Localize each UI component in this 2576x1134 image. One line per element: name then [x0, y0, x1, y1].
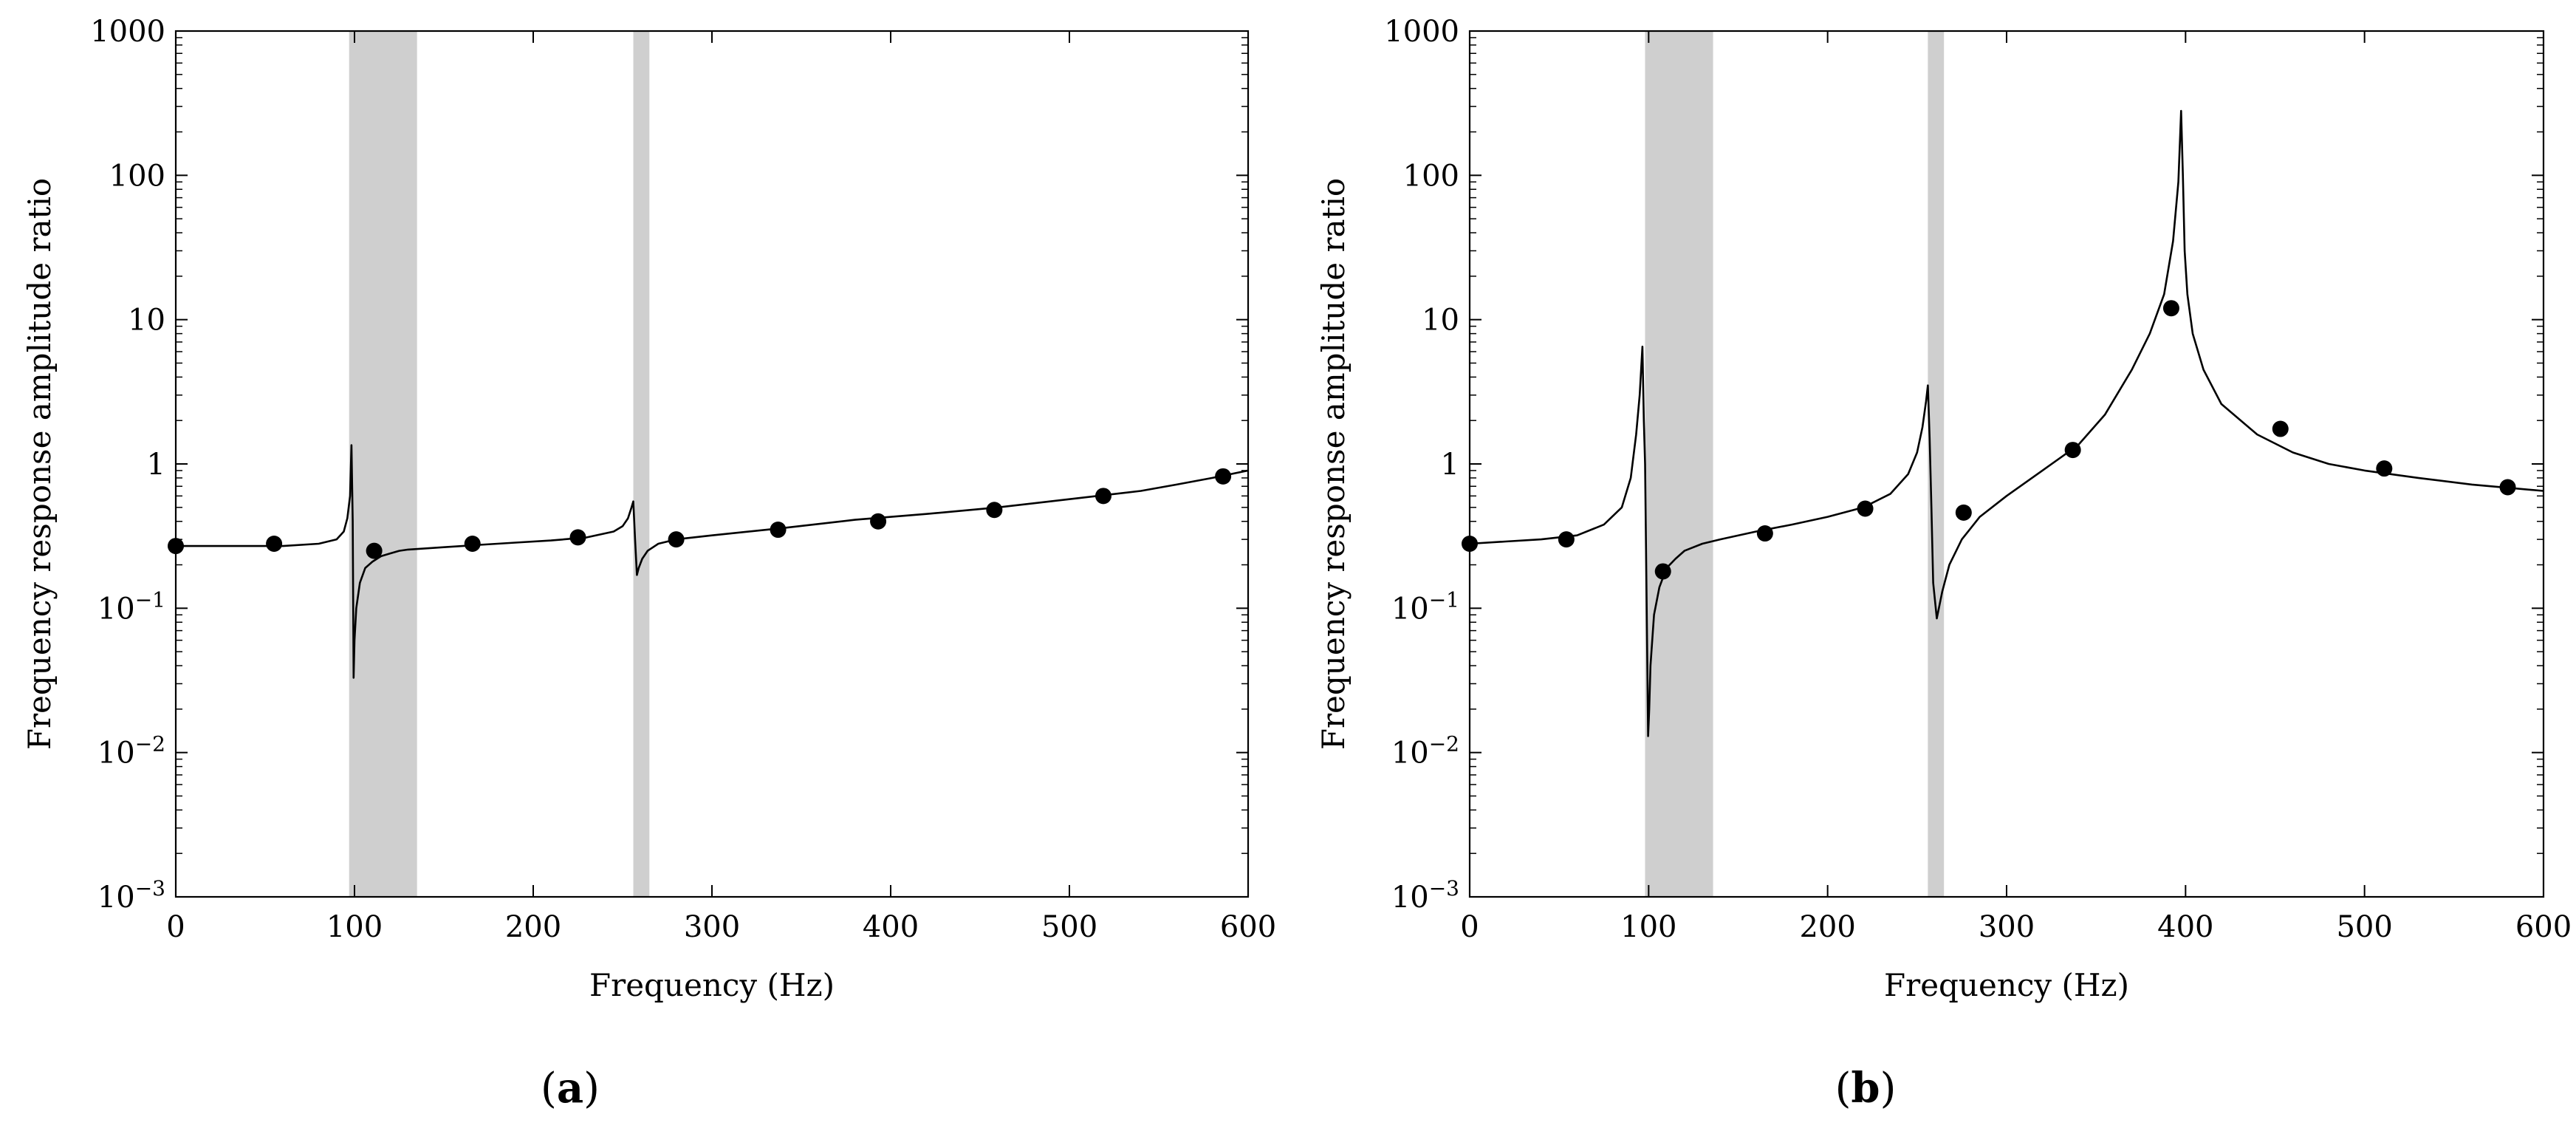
shaded-band [1928, 31, 1945, 897]
data-point [1558, 531, 1575, 548]
data-point [1095, 488, 1111, 505]
data-point [770, 522, 787, 539]
y-axis-label: Frequency response amplitude ratio [21, 178, 58, 750]
data-point [1756, 525, 1773, 542]
chart-panel-b: 10−3 10−2 10−1 1 10 100 1000 0 100 200 300 400 500 60… [1315, 15, 2572, 1113]
data-point [1215, 468, 1232, 485]
y-tick-label: 1 [147, 448, 165, 482]
x-tick-label: 500 [1041, 910, 1097, 944]
data-point [569, 529, 586, 546]
plot-frame [1468, 30, 2545, 898]
y-tick-label: 10−3 [1391, 876, 1459, 915]
x-tick-label: 100 [1620, 910, 1676, 944]
y-tick-label: 1000 [90, 15, 165, 49]
data-point [2272, 420, 2289, 437]
data-point [1955, 504, 1972, 521]
y-tick-label: 10−2 [97, 732, 165, 771]
data-point [668, 531, 685, 548]
data-point [2162, 300, 2179, 317]
shaded-band [349, 31, 417, 897]
y-tick-label: 1 [1441, 448, 1459, 482]
x-tick-label: 0 [166, 910, 185, 944]
x-axis-label: Frequency (Hz) [589, 967, 835, 1003]
data-point [464, 535, 481, 552]
x-tick-label: 0 [1460, 910, 1479, 944]
data-point [1857, 500, 1874, 517]
x-axis-label: Frequency (Hz) [1884, 967, 2129, 1003]
y-tick-label: 100 [1403, 159, 1459, 193]
x-tick-label: 300 [1979, 910, 2035, 944]
x-tick-label: 200 [505, 910, 561, 944]
y-tick-label: 10−1 [97, 587, 165, 626]
x-tick-label: 600 [1220, 910, 1276, 944]
data-point [870, 513, 887, 530]
y-tick-label: 10−1 [1391, 587, 1459, 626]
data-point [366, 542, 383, 559]
data-point [986, 502, 1003, 519]
plot-frame [174, 30, 1250, 898]
x-tick-label: 500 [2336, 910, 2392, 944]
y-tick-label: 10−2 [1391, 732, 1459, 771]
x-tick-label: 400 [2157, 910, 2213, 944]
y-tick-label: 10 [128, 304, 165, 338]
series-line [1470, 109, 2544, 737]
y-axis-label: Frequency response amplitude ratio [1315, 178, 1352, 750]
shaded-band [633, 31, 650, 897]
y-tick-label: 10 [1422, 304, 1459, 338]
shaded-band [1645, 31, 1713, 897]
x-tick-label: 300 [684, 910, 740, 944]
x-tick-label: 100 [326, 910, 383, 944]
y-tick-label: 10−3 [97, 876, 165, 915]
data-point [1654, 563, 1671, 580]
y-tick-label: 100 [109, 159, 165, 193]
data-point [2376, 460, 2393, 477]
x-tick-label: 600 [2515, 910, 2572, 944]
data-point [2064, 442, 2081, 459]
data-point [2499, 479, 2516, 496]
chart-panel-a: 10−3 10−2 10−1 1 10 100 1000 0 100 200 300 400 500 60… [21, 15, 1276, 1113]
series-line [176, 444, 1248, 679]
panel-label: (b) [1835, 1064, 1897, 1113]
panel-label: (a) [541, 1064, 600, 1113]
y-tick-label: 1000 [1384, 15, 1459, 49]
data-point [266, 535, 283, 552]
x-tick-label: 200 [1799, 910, 1855, 944]
x-tick-label: 400 [863, 910, 919, 944]
